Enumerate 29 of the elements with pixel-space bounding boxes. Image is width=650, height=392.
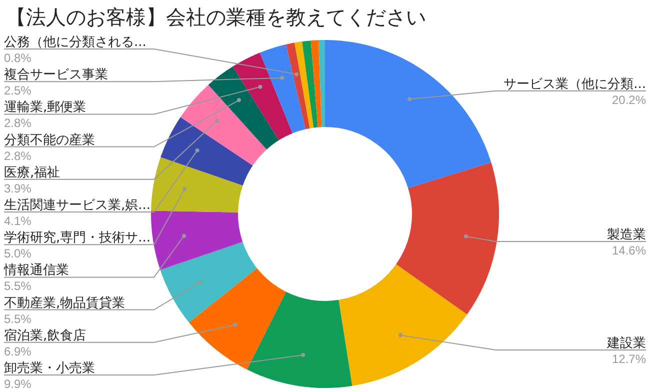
data-label: 20.2% [612, 92, 646, 107]
chart-title: 【法人のお客様】会社の業種を教えてください [6, 4, 426, 31]
slice-label: 公務（他に分類される... [4, 35, 146, 50]
data-label: 12.7% [612, 352, 646, 366]
data-label: 9.9% [4, 377, 32, 391]
data-label: 5.5% [4, 312, 32, 326]
slice-label: 複合サービス事業 [4, 68, 108, 83]
data-label: 3.9% [4, 181, 32, 196]
data-label: 2.8% [4, 116, 32, 130]
slice-label: 卸売業・小売業 [4, 361, 95, 376]
slice-label: 学術研究,専門・技術サ... [4, 230, 151, 246]
data-label: 6.9% [4, 344, 32, 358]
slice-label: 不動産業,物品賃貸業 [4, 294, 126, 311]
data-label: 2.8% [4, 148, 32, 163]
data-label: 14.6% [612, 244, 646, 258]
slice-label: 建設業 [606, 336, 646, 352]
slice-label: 分類不能の産業 [4, 132, 95, 148]
slice-label: 情報通信業 [3, 263, 69, 278]
slice-label: 製造業 [607, 228, 646, 242]
data-label: 5.0% [4, 246, 32, 261]
slice-label: サービス業（他に分類... [504, 76, 646, 92]
slice-label: 運輸業,郵便業 [4, 100, 86, 116]
data-label: 0.8% [4, 51, 32, 65]
data-label: 5.5% [4, 279, 32, 294]
slice-label: 生活関連サービス業,娯... [4, 198, 151, 213]
data-label: 4.1% [4, 214, 32, 228]
data-label: 2.5% [4, 84, 32, 98]
slice-label: 医療,福祉 [4, 165, 60, 180]
slice-label: 宿泊業,飲食店 [4, 327, 86, 344]
